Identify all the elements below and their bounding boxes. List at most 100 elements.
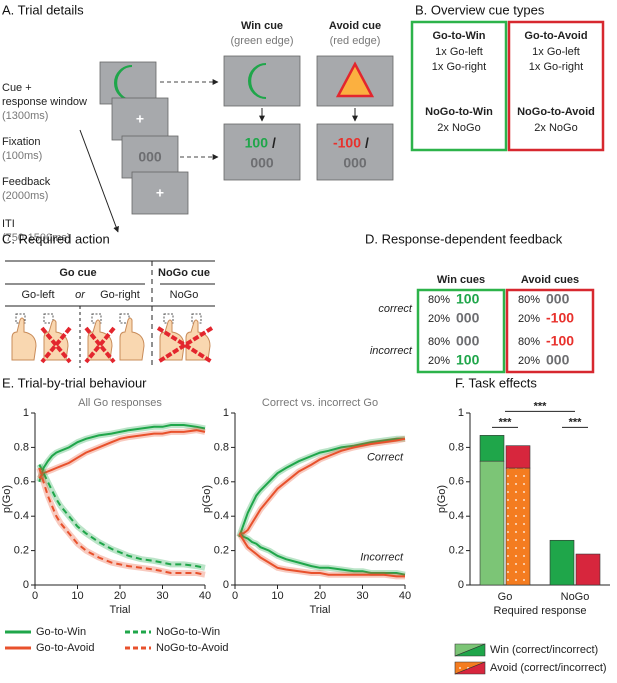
stage-duration: (100ms) (2, 150, 42, 162)
feedback-value: 100 (456, 352, 480, 368)
stage-duration: (2000ms) (2, 190, 48, 202)
cue-subtitle: (red edge) (330, 35, 381, 47)
bar-correct (479, 460, 505, 586)
screen (316, 123, 394, 181)
legend-swatch (454, 643, 486, 657)
series-line (38, 429, 206, 480)
legend-swatch (454, 661, 486, 675)
series-band (36, 467, 206, 578)
annotation: Correct (367, 452, 404, 464)
stage-label: Feedback (2, 176, 51, 188)
cue-stimulus (248, 63, 267, 99)
action-label: or (75, 289, 86, 301)
x-tick-label: 30 (356, 590, 368, 602)
stage-duration: (750-1500ms) (2, 232, 70, 244)
feedback-value: 100 (456, 291, 480, 307)
neutral: 000 (250, 155, 274, 171)
y-axis-label: p(Go) (1, 485, 13, 513)
y-tick-label: 0.4 (214, 510, 229, 522)
row-label: incorrect (370, 345, 413, 357)
x-tick-label: 10 (271, 590, 283, 602)
series-line (239, 437, 406, 535)
column-heading: Go cue (59, 267, 96, 279)
series-line (238, 532, 406, 576)
y-tick-label: 0.6 (214, 476, 229, 488)
screen (223, 123, 301, 181)
x-tick-label: Go (498, 591, 513, 603)
series-line (38, 467, 206, 576)
feedback-pct: 80% (428, 336, 450, 348)
bar-incorrect (549, 539, 575, 586)
y-tick-label: 0.4 (14, 510, 29, 522)
x-tick-label: 0 (232, 590, 238, 602)
cue-title: Win cue (241, 20, 283, 32)
box-heading: NoGo-to-Win (425, 106, 493, 118)
box-line: 1x Go-right (529, 61, 583, 73)
box-line: 1x Go-left (532, 46, 580, 58)
column-heading: NoGo cue (158, 267, 210, 279)
y-tick-label: 0.8 (449, 441, 464, 453)
action-label: Go-right (100, 289, 140, 301)
y-tick-label: 0 (23, 579, 29, 591)
box-line: 2x NoGo (534, 122, 577, 134)
box-line: 1x Go-left (435, 46, 483, 58)
feedback-value: -100 (546, 333, 574, 349)
feedback-pct: 20% (428, 313, 450, 325)
action-label: Go-left (21, 289, 54, 301)
x-tick-label: 10 (71, 590, 83, 602)
time-arrow (79, 129, 119, 233)
feedback-pct: 80% (428, 294, 450, 306)
feedback-pct: 20% (518, 355, 540, 367)
separator: / (272, 135, 276, 151)
box-heading: NoGo-to-Avoid (517, 106, 595, 118)
y-axis-label: p(Go) (201, 485, 213, 513)
cue-title: Avoid cue (329, 20, 381, 32)
series-line (38, 464, 206, 569)
feedback-value: 000 (456, 333, 480, 349)
legend-label: Go-to-Avoid (36, 642, 95, 654)
neutral: 000 (343, 155, 367, 171)
box-heading: Go-to-Win (432, 30, 485, 42)
y-tick-label: 1 (458, 407, 464, 419)
feedback-box (505, 288, 595, 374)
screen-text: + (156, 185, 164, 201)
panel-title: C. Required action (2, 231, 110, 246)
chart-subtitle: Correct vs. incorrect Go (262, 397, 378, 409)
stage-label: Fixation (2, 136, 41, 148)
series-line (38, 424, 206, 483)
x-axis-label: Trial (110, 604, 131, 616)
cue-box (507, 20, 605, 152)
feedback-box (416, 288, 506, 374)
feedback-value: 000 (456, 310, 480, 326)
feedback-pct: 80% (518, 294, 540, 306)
column-heading: Avoid cues (521, 274, 579, 286)
series-line (238, 532, 405, 578)
separator: / (365, 135, 369, 151)
cue-box (410, 20, 508, 152)
x-tick-label: 20 (314, 590, 326, 602)
feedback-pct: 80% (518, 336, 540, 348)
x-tick-label: 0 (32, 590, 38, 602)
feedback-pct: 20% (428, 355, 450, 367)
feedback-value: -100 (546, 310, 574, 326)
cue-subtitle: (green edge) (231, 35, 294, 47)
bar-incorrect (479, 435, 505, 462)
stage-label: response window (2, 96, 87, 108)
row-label: correct (378, 303, 413, 315)
series-line (238, 437, 405, 538)
x-tick-label: 40 (199, 590, 211, 602)
screen (121, 135, 179, 179)
x-axis-label: Required response (494, 605, 587, 617)
box-heading: Go-to-Avoid (524, 30, 587, 42)
y-tick-label: 0.8 (14, 441, 29, 453)
y-tick-label: 0.8 (214, 441, 229, 453)
hand-icons (11, 313, 214, 364)
stage-label: ITI (2, 218, 15, 230)
y-tick-label: 0 (458, 579, 464, 591)
stage-duration: (1300ms) (2, 110, 48, 122)
feedback-value: 000 (546, 352, 570, 368)
screen-text: 000 (138, 149, 162, 165)
box-line: 2x NoGo (437, 122, 480, 134)
column-heading: Win cues (437, 274, 485, 286)
